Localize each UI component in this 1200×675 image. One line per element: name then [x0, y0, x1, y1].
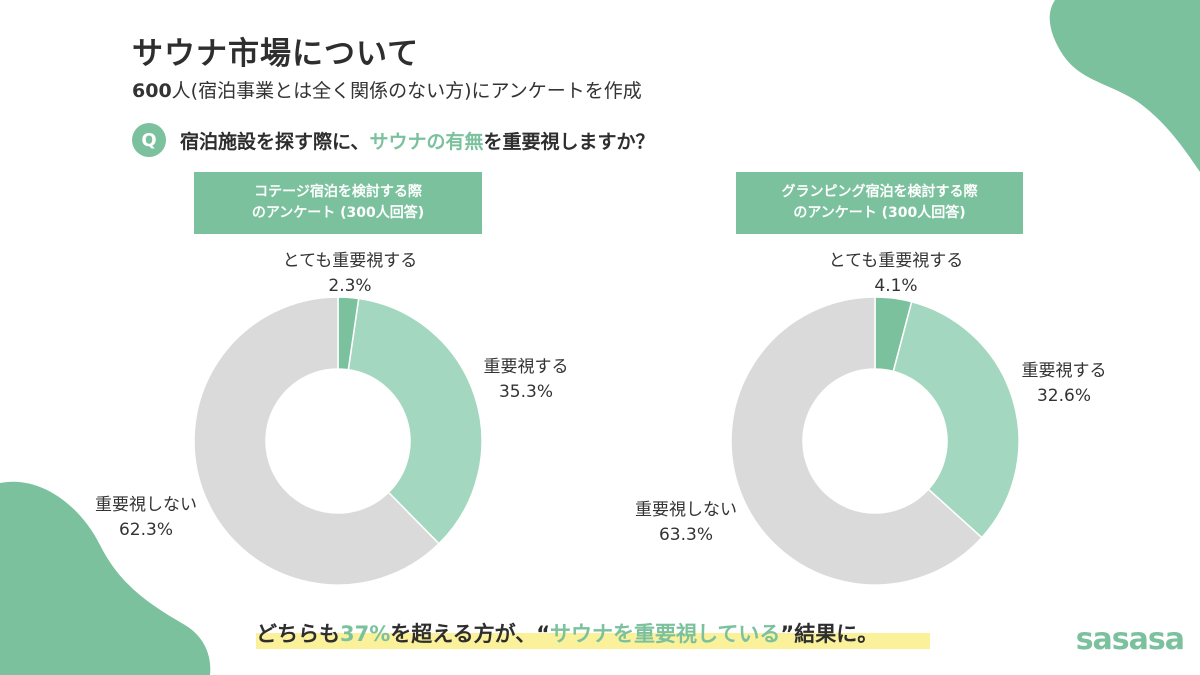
footer-pct: 37%	[340, 622, 390, 646]
slice-value-label: 4.1%	[874, 276, 917, 296]
slice-label: とても重要視する	[829, 251, 964, 271]
slice-value-label: 62.3%	[119, 520, 173, 540]
slice-label: 重要視しない	[95, 495, 197, 515]
footer-part1: どちらも	[256, 622, 340, 646]
slice-label: 重要視しない	[635, 500, 737, 520]
slice-value-label: 2.3%	[328, 276, 371, 296]
footer-part3: ”結果に。	[780, 622, 878, 646]
footer-conclusion: どちらも37%を超える方が、“サウナを重要視している”結果に。	[256, 613, 878, 653]
footer-part2: を超える方が、“	[390, 622, 550, 646]
brand-logo: sasasa	[1076, 622, 1184, 657]
slice-value-label: 35.3%	[499, 382, 553, 402]
slice-label: 重要視する	[484, 357, 569, 377]
slice-label: 重要視する	[1022, 361, 1107, 381]
slice-value-label: 32.6%	[1037, 386, 1091, 406]
footer-text: どちらも37%を超える方が、“サウナを重要視している”結果に。	[256, 618, 878, 648]
slice-label: とても重要視する	[283, 251, 418, 271]
footer-highlight: サウナを重要視している	[550, 622, 780, 646]
donut-charts: とても重要視する 2.3% 重要視する 35.3% 重要視しない 62.3% とても重要視す…	[0, 0, 1200, 675]
slice-value-label: 63.3%	[659, 525, 713, 545]
